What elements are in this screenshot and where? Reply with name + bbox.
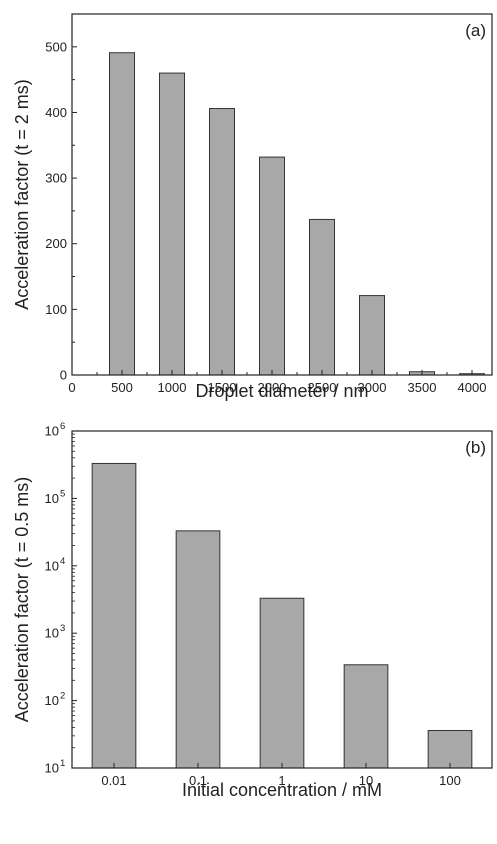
panel-b-y-tick-label: 10 [45, 424, 59, 439]
panel-b-x-tick-label: 0.01 [101, 773, 126, 788]
panel-b-y-tick-label: 10 [45, 491, 59, 506]
panel-b-x-tick-label: 100 [439, 773, 461, 788]
panel-a-bars [109, 52, 485, 376]
panel-a-bar [309, 218, 335, 376]
panel-a-x-tick-label: 1000 [158, 380, 187, 395]
panel-b-y-tick-exponent: 1 [60, 758, 65, 769]
panel-a-bar [259, 156, 285, 376]
panel-a-y-tick-label: 300 [45, 171, 67, 186]
panel-b-x-tick-label: 0.1 [189, 773, 207, 788]
panel-b-x-axis-title: Initial concentration / mM [182, 780, 382, 800]
panel-b-y-tick-exponent: 2 [60, 691, 65, 702]
panel-b-bar [259, 597, 305, 769]
panel-b-y-tick-exponent: 4 [60, 556, 65, 567]
panel-a-x-axis: 0 500 1000 1500 2000 2500 3000 3500 4000 [68, 370, 486, 395]
panel-b-bar [175, 530, 221, 769]
panel-a-x-tick-label: 3500 [408, 380, 437, 395]
panel-a-y-tick-label: 0 [60, 368, 67, 383]
panel-b-y-tick-label: 10 [45, 558, 59, 573]
panel-b-bar [343, 664, 389, 769]
panel-a-x-tick-label: 2500 [308, 380, 337, 395]
panel-a-x-tick-label: 4000 [458, 380, 487, 395]
panel-a-y-axis-title: Acceleration factor (t = 2 ms) [12, 79, 32, 310]
panel-b-y-tick-label: 10 [45, 626, 59, 641]
panel-b-x-tick-label: 10 [359, 773, 373, 788]
panel-b-x-axis: 0.01 0.1 1 10 100 [101, 763, 461, 788]
panel-a-x-tick-label: 3000 [358, 380, 387, 395]
panel-b-y-axis-title: Acceleration factor (t = 0.5 ms) [12, 477, 32, 723]
panel-b-y-tick-exponent: 3 [60, 623, 65, 634]
panel-a-y-tick-label: 200 [45, 236, 67, 251]
panel-a: 0 500 1000 1500 2000 2500 3000 3500 4000 0 100 200… [12, 13, 493, 401]
panel-a-label: (a) [465, 21, 486, 40]
panel-a-x-tick-label: 2000 [258, 380, 287, 395]
panel-b-bar [427, 730, 473, 769]
panel-b-y-tick-exponent: 6 [60, 421, 65, 432]
panel-b-label: (b) [465, 438, 486, 457]
panel-b-y-tick-label: 10 [45, 761, 59, 776]
panel-a-bar [209, 108, 235, 376]
panel-a-x-axis-title: Droplet diameter / nm [195, 381, 368, 401]
panel-a-bar [109, 52, 135, 376]
panel-b-y-tick-label: 10 [45, 693, 59, 708]
panel-b-y-tick-exponent: 5 [60, 488, 65, 499]
panel-a-bar [359, 295, 385, 376]
panel-a-x-tick-label: 0 [68, 380, 75, 395]
panel-a-y-tick-label: 500 [45, 39, 67, 54]
panel-a-bar [159, 72, 185, 376]
panel-b-x-tick-label: 1 [278, 773, 285, 788]
panel-a-x-tick-label: 500 [111, 380, 133, 395]
panel-a-y-tick-label: 400 [45, 105, 67, 120]
panel-a-y-axis: 0 100 200 300 400 500 [45, 13, 77, 383]
panel-b-bars [91, 462, 473, 769]
panel-a-x-tick-label: 1500 [208, 380, 237, 395]
panel-b-bar [91, 462, 137, 769]
panel-a-y-tick-label: 100 [45, 302, 67, 317]
panel-a-plot-area [71, 13, 493, 376]
